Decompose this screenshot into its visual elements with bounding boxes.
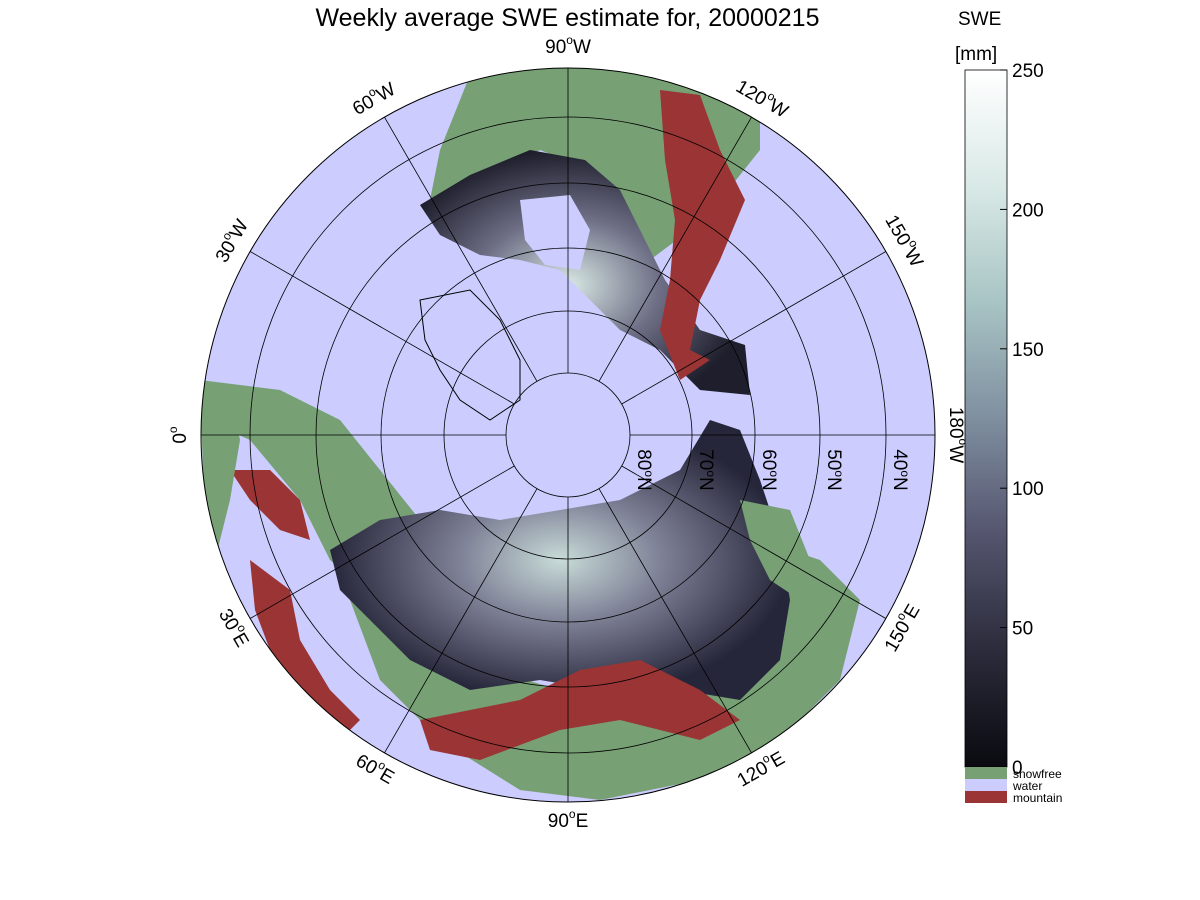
longitude-label: 90oW — [545, 33, 591, 58]
eurasia-mountain-south — [420, 660, 740, 760]
graticule — [201, 68, 935, 802]
colorbar-title-line1: SWE — [958, 9, 1001, 30]
latitude-label: 80oN — [633, 449, 656, 491]
legend-label: mountain — [1013, 791, 1062, 805]
latitude-label: 60oN — [758, 449, 781, 491]
eurasia-snow — [330, 420, 790, 700]
latitude-label: 40oN — [889, 449, 912, 491]
hudson-bay — [520, 195, 590, 270]
scandinavia-mountain — [230, 470, 310, 540]
meridian-line — [598, 116, 752, 382]
legend-swatch — [965, 767, 1007, 779]
meridian-line — [621, 251, 887, 405]
north-america-mountain — [660, 90, 745, 380]
legend-label: water — [1012, 779, 1042, 793]
map-title: Weekly average SWE estimate for, 2000021… — [315, 4, 820, 32]
map-boundary — [200, 67, 936, 803]
colorbar-tick-label: 250 — [1012, 61, 1044, 82]
eurasia-mountain-west — [250, 560, 360, 740]
longitude-label: 0o — [166, 426, 191, 444]
legend-swatch — [965, 791, 1007, 803]
colorbar-tick-label: 50 — [1012, 619, 1033, 640]
colorbar-gradient — [964, 69, 1008, 768]
colorbar-tick-label: 200 — [1012, 200, 1044, 221]
longitude-label: 180oW — [945, 407, 970, 463]
meridian-line — [384, 488, 538, 754]
meridian-line — [249, 465, 515, 619]
meridian-line — [249, 251, 515, 405]
colorbar-tick-label: 100 — [1012, 479, 1044, 500]
latitude-label: 70oN — [695, 449, 718, 491]
meridian-line — [621, 465, 887, 619]
colorbar-tick-label: 0 — [1012, 758, 1023, 779]
latitude-labels: 80oN 70oN 60oN 50oN 40oN — [633, 449, 912, 491]
meridian-line — [598, 488, 752, 754]
meridian-line — [384, 116, 538, 382]
colorbar: SWE [mm] 0 50 100 150 200 250 snowfreewatermo… — [955, 9, 1062, 805]
east-siberia-snowfree — [740, 500, 810, 600]
colorbar-title-line2: [mm] — [955, 44, 997, 65]
legend-label: snowfree — [1013, 767, 1062, 781]
colorbar-tick-label: 150 — [1012, 340, 1044, 361]
land-layer — [201, 68, 860, 800]
greenland — [419, 289, 521, 421]
longitude-label: 90oE — [548, 807, 589, 832]
legend-swatch — [965, 779, 1007, 791]
latitude-label: 50oN — [823, 449, 846, 491]
